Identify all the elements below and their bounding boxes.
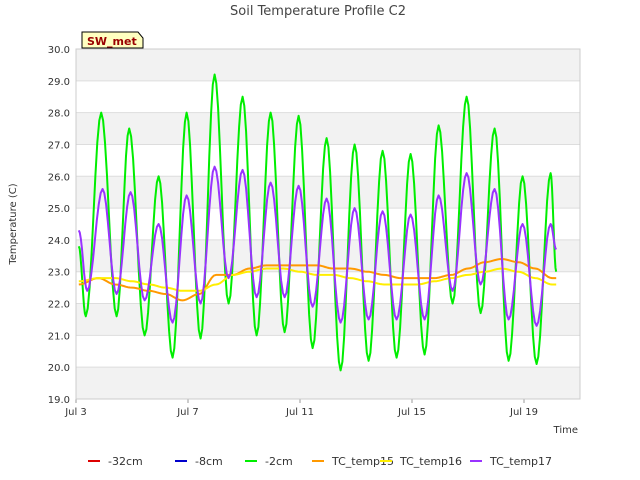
y-tick-label: 28.0	[48, 109, 70, 120]
y-tick-label: 20.0	[48, 363, 70, 374]
y-tick-label: 25.0	[48, 204, 70, 215]
y-tick-label: 29.0	[48, 77, 70, 88]
series-line-TC_temp16	[78, 267, 557, 292]
y-tick-label: 22.0	[48, 300, 70, 311]
chart-title: Soil Temperature Profile C2	[230, 4, 406, 19]
legend-label: TC_temp16	[399, 455, 462, 468]
y-tick-label: 21.0	[48, 331, 70, 342]
grid-band	[76, 239, 580, 272]
series-line-TC_temp15	[78, 258, 557, 302]
x-axis-ticks: Jul 3 Jul 7 Jul 11 Jul 15 Jul 19	[64, 399, 538, 418]
legend: -32cm -8cm -2cm TC_temp15 TC_temp16 TC_temp17	[88, 455, 552, 468]
legend-label: -2cm	[265, 455, 293, 468]
legend-label: TC_temp15	[331, 455, 394, 468]
x-tick-label: Jul 3	[64, 407, 87, 418]
y-tick-label: 26.0	[48, 172, 70, 183]
y-tick-label: 24.0	[48, 236, 70, 247]
series-line-TC_temp17	[77, 165, 558, 327]
y-axis-label: Temperature (C)	[8, 183, 19, 265]
legend-label: -8cm	[195, 455, 223, 468]
x-tick-label: Jul 15	[397, 407, 426, 418]
x-tick-label: Jul 19	[509, 407, 538, 418]
grid-band	[76, 49, 580, 81]
y-tick-label: 19.0	[48, 395, 70, 406]
grid-band	[76, 367, 580, 399]
station-label: SW_met	[87, 35, 137, 48]
x-axis-label: Time	[553, 425, 578, 436]
legend-label: TC_temp17	[489, 455, 552, 468]
y-tick-label: 27.0	[48, 140, 70, 151]
station-label-box: SW_met	[81, 31, 144, 49]
legend-label: -32cm	[108, 455, 143, 468]
grid-band	[76, 112, 580, 145]
series-lines	[77, 73, 558, 372]
plot-bands	[76, 49, 580, 399]
y-tick-label: 30.0	[48, 45, 70, 56]
y-tick-label: 23.0	[48, 268, 70, 279]
grid-lines	[76, 48, 580, 400]
x-tick-label: Jul 11	[285, 407, 314, 418]
y-axis-ticks: 19.0 20.0 21.0 22.0 23.0 24.0 25.0 26.0 27.0 28.0…	[48, 45, 70, 406]
grid-band	[76, 303, 580, 336]
plot-frame	[75, 48, 581, 400]
x-tick-label: Jul 7	[176, 407, 199, 418]
